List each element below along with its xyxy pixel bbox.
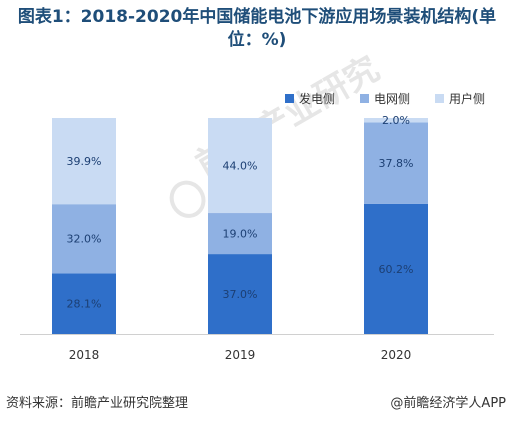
chart-legend: 发电侧 电网侧 用户侧 (0, 90, 514, 106)
bar-segment-2018-2 (52, 118, 116, 205)
data-label-2020-1: 37.8% (379, 157, 414, 170)
bar-segment-2019-2 (208, 118, 272, 214)
x-tick-label-2019: 2019 (225, 348, 256, 362)
legend-swatch-icon (360, 93, 369, 103)
data-label-2018-0: 28.1% (67, 298, 102, 311)
brand-label: @前瞻经济学人APP (390, 396, 506, 411)
data-label-2018-1: 32.0% (67, 233, 102, 246)
data-label-2020-2: 2.0% (382, 114, 410, 127)
source-note: 资料来源：前瞻产业研究院整理 (6, 396, 189, 411)
data-label-2018-2: 39.9% (67, 155, 102, 168)
bar-segment-2020-0 (364, 203, 428, 334)
legend-swatch-icon (285, 93, 294, 103)
bar-segment-2019-1 (208, 213, 272, 255)
legend-label: 发电侧 (299, 91, 336, 106)
data-label-2019-2: 44.0% (223, 160, 258, 173)
footer: 资料来源：前瞻产业研究院整理 @前瞻经济学人APP (0, 392, 514, 414)
legend-item-0: 发电侧 (285, 90, 335, 106)
x-tick-label-2020: 2020 (381, 348, 412, 362)
legend-label: 电网侧 (374, 91, 411, 106)
bar-segment-2020-1 (364, 122, 428, 204)
chart-canvas: 28.1% 32.0% 39.9% 2018 37.0% 19.0% 44.0% 2019 60… (20, 114, 494, 362)
bar-segment-2018-0 (52, 273, 116, 334)
chart-title: 图表1：2018-2020年中国储能电池下游应用场景装机结构(单位：%) (17, 7, 497, 50)
legend-item-1: 电网侧 (360, 90, 410, 106)
legend-item-2: 用户侧 (435, 90, 485, 106)
bar-segment-2019-0 (208, 254, 272, 334)
legend-swatch-icon (435, 93, 444, 103)
bar-segment-2020-2 (364, 118, 428, 123)
data-label-2019-1: 19.0% (223, 228, 258, 241)
legend-label: 用户侧 (449, 91, 486, 106)
x-tick-label-2018: 2018 (69, 348, 100, 362)
bar-segment-2018-1 (52, 204, 116, 274)
data-label-2019-0: 37.0% (223, 288, 258, 301)
data-label-2020-0: 60.2% (379, 263, 414, 276)
